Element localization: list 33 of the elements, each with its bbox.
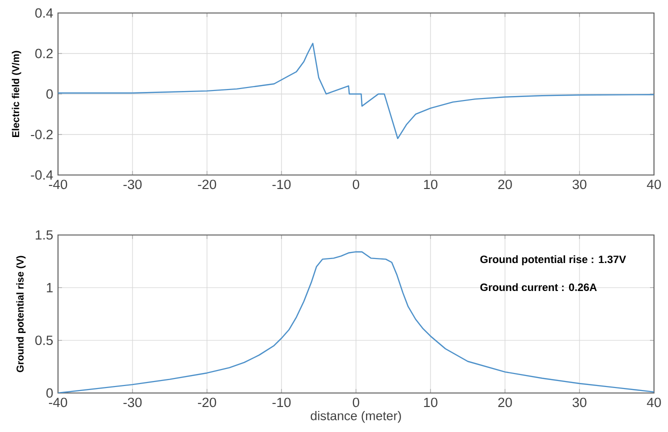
x-tick-label: -40 [48,398,68,408]
y-tick-label: 0.2 [35,48,53,58]
x-axis-title: distance (meter) [310,410,401,423]
y-tick-label: 0 [46,388,53,398]
x-tick-label: 40 [646,398,661,408]
x-tick-label: -20 [198,398,216,408]
y-tick-label: 0.4 [35,8,53,18]
x-tick-label: 40 [646,180,661,190]
y-axis-title: Electric field (V/m) [12,50,22,137]
y-tick-label: 1.5 [36,230,53,240]
x-tick-label: 0 [352,180,360,190]
x-tick-label: -40 [48,180,68,190]
x-tick-label: -10 [272,180,291,190]
x-tick-label: 0 [352,398,360,408]
y-tick-label: -0.4 [30,170,53,180]
x-tick-label: -30 [123,398,142,408]
x-tick-label: 30 [572,180,586,190]
annotation: Ground potential rise : 1.37V [480,255,626,266]
x-tick-label: -20 [198,180,216,190]
x-tick-label: -10 [272,398,291,408]
y-tick-label: 0.5 [35,336,53,346]
y-tick-label: 0 [46,89,53,99]
x-tick-label: 10 [424,398,438,408]
y-tick-label: -0.2 [30,130,53,140]
x-tick-label: 20 [498,180,512,190]
x-tick-label: 10 [424,180,438,190]
line-series [58,42,654,140]
y-axis-title: Ground potential rise (V) [16,256,26,372]
x-tick-label: 30 [572,398,586,408]
x-tick-label: -30 [123,180,142,190]
x-tick-label: 20 [498,398,512,408]
annotation: Ground current : 0.26A [480,283,597,292]
y-tick-label: 1 [46,283,53,292]
